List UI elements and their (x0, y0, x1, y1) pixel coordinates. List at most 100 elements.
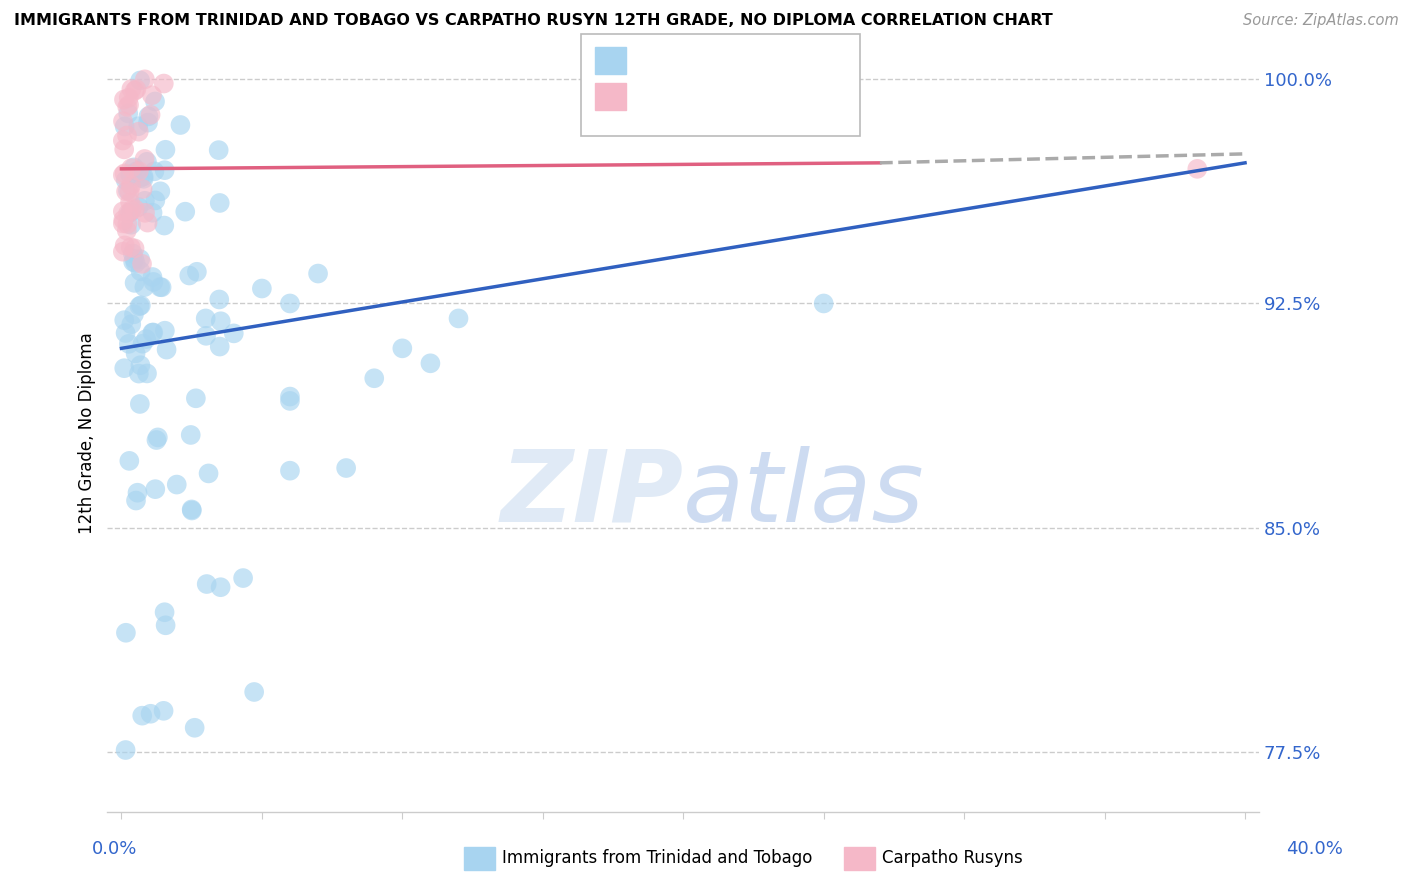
Point (122, 255, 145, 269)
Point (128, 125, 150, 139)
Point (141, 270, 163, 285)
Y-axis label: 12th Grade, No Diploma: 12th Grade, No Diploma (79, 333, 96, 534)
Point (183, 721, 205, 735)
Point (115, 185, 138, 199)
Point (208, 196, 231, 211)
Point (125, 82, 148, 96)
Point (139, 706, 162, 721)
Point (153, 163, 176, 178)
Point (813, 296, 835, 310)
Point (149, 280, 172, 294)
Point (132, 171, 155, 186)
Point (128, 367, 150, 381)
Point (120, 218, 142, 232)
Point (143, 164, 166, 178)
Point (129, 252, 152, 267)
Point (208, 143, 231, 157)
Point (118, 90, 141, 104)
Point (121, 202, 143, 217)
Point (278, 464, 301, 478)
Point (131, 257, 153, 271)
Point (391, 342, 413, 356)
Point (155, 618, 177, 632)
Point (134, 280, 156, 294)
Text: 0.107: 0.107 (672, 52, 723, 70)
Point (128, 299, 150, 313)
Point (143, 482, 166, 496)
Point (122, 161, 145, 175)
Point (111, 134, 134, 148)
Point (222, 326, 245, 341)
Point (114, 120, 136, 134)
Point (180, 502, 202, 516)
Text: R =: R = (634, 87, 668, 105)
Point (112, 361, 135, 376)
Point (335, 461, 357, 475)
Point (145, 433, 167, 447)
Point (125, 493, 148, 508)
Point (128, 164, 150, 178)
Point (142, 326, 165, 340)
Point (118, 454, 141, 468)
Point (136, 115, 159, 129)
Point (155, 343, 177, 357)
Point (278, 296, 301, 310)
Point (180, 428, 202, 442)
Point (278, 390, 301, 404)
Point (1187, 161, 1209, 176)
Point (143, 194, 166, 208)
Point (209, 580, 232, 594)
Point (135, 332, 157, 346)
Text: 40.0%: 40.0% (1286, 840, 1343, 858)
Point (115, 625, 138, 640)
Point (129, 298, 152, 312)
Point (194, 311, 217, 326)
Point (111, 204, 134, 219)
Point (136, 154, 159, 169)
Point (127, 120, 149, 134)
Text: 115: 115 (770, 52, 804, 70)
Point (141, 326, 163, 340)
Point (128, 397, 150, 411)
Text: IMMIGRANTS FROM TRINIDAD AND TOBAGO VS CARPATHO RUSYN 12TH GRADE, NO DIPLOMA COR: IMMIGRANTS FROM TRINIDAD AND TOBAGO VS C… (14, 13, 1053, 29)
Text: 0.056: 0.056 (672, 87, 723, 105)
Point (117, 100, 139, 114)
Point (134, 152, 156, 166)
Point (363, 371, 385, 385)
Point (120, 205, 142, 219)
Point (120, 168, 142, 182)
Point (134, 206, 156, 220)
Point (124, 276, 146, 290)
Point (243, 685, 266, 699)
Point (120, 161, 142, 176)
Point (118, 195, 141, 210)
Point (122, 307, 145, 321)
Point (186, 265, 208, 279)
Point (152, 704, 174, 718)
Text: 42: 42 (770, 87, 799, 105)
Point (117, 217, 139, 231)
Point (146, 430, 169, 444)
Point (124, 202, 146, 216)
Point (209, 314, 232, 328)
Point (197, 467, 219, 481)
Point (142, 275, 165, 289)
Point (115, 128, 138, 143)
Text: N =: N = (731, 87, 765, 105)
Text: N =: N = (731, 52, 765, 70)
Point (117, 206, 139, 220)
Point (169, 118, 191, 132)
Point (120, 178, 142, 193)
Point (124, 252, 146, 266)
Point (120, 317, 142, 331)
Point (114, 743, 136, 757)
Point (112, 93, 135, 107)
Point (124, 346, 146, 360)
Point (134, 72, 156, 87)
Point (142, 205, 165, 219)
Point (115, 223, 138, 237)
Point (232, 571, 254, 585)
Point (134, 194, 156, 208)
Point (153, 77, 176, 91)
Point (153, 219, 176, 233)
